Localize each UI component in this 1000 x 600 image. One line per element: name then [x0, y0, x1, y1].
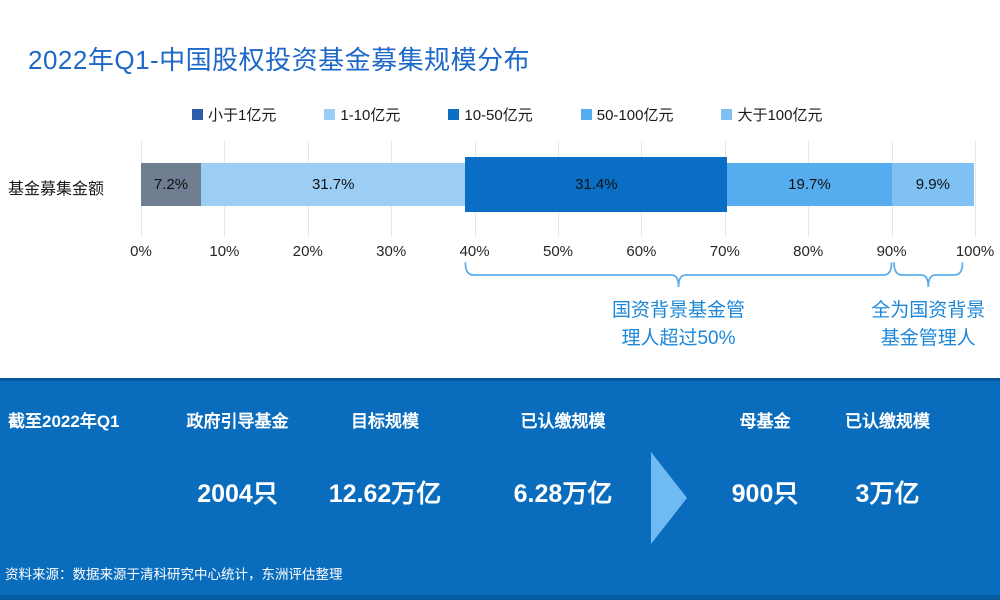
chart-legend: 小于1亿元 1-10亿元 10-50亿元 50-100亿元 大于100亿元 — [192, 104, 823, 125]
legend-label: 10-50亿元 — [464, 107, 533, 124]
x-tick-label: 70% — [709, 243, 740, 260]
legend-item: 50-100亿元 — [580, 104, 674, 125]
x-tick-label: 90% — [876, 243, 907, 260]
x-tick-label: 10% — [209, 243, 240, 260]
stat-header: 政府引导基金 — [186, 412, 289, 431]
x-tick-label: 30% — [376, 243, 407, 260]
stat-value: 2004只 — [197, 480, 278, 508]
x-tick-label: 100% — [955, 243, 995, 260]
legend-label: 50-100亿元 — [596, 107, 674, 124]
stat-header: 已认缴规模 — [520, 412, 606, 431]
legend-item: 小于1亿元 — [192, 104, 276, 125]
brace-icon — [464, 262, 893, 288]
stat-column: 母基金 900只 — [680, 407, 850, 508]
gridline — [975, 141, 976, 237]
legend-swatch-icon — [721, 109, 733, 120]
stat-header: 目标规模 — [351, 412, 419, 431]
x-tick-label: 60% — [626, 243, 657, 260]
legend-swatch-icon — [580, 109, 592, 120]
stats-band: 截至2022年Q1 政府引导基金 2004只 目标规模 12.62万亿 已认缴规模 6.2… — [0, 378, 1000, 600]
stat-value: 3万亿 — [855, 480, 920, 508]
brace-annotation-text: 国资背景基金管 理人超过50% — [611, 300, 745, 349]
legend-item: 大于100亿元 — [721, 104, 823, 125]
stat-value: 6.28万亿 — [513, 480, 613, 508]
bar-segment: 31.7% — [201, 163, 466, 206]
bar-segment: 19.7% — [727, 163, 892, 206]
bar-segment: 7.2% — [141, 163, 202, 206]
legend-item: 10-50亿元 — [448, 104, 533, 125]
legend-label: 大于100亿元 — [737, 107, 823, 124]
x-tick-label: 40% — [459, 243, 490, 260]
stat-value: 900只 — [731, 480, 799, 508]
right-arrow-icon — [651, 452, 687, 544]
x-tick-label: 50% — [542, 243, 574, 260]
x-axis-tick-labels: 0% 10% 20% 30% 40% 50% 60% 70% 80% 90% 100% — [130, 243, 994, 263]
legend-swatch-icon — [448, 109, 460, 120]
stat-value: 12.62万亿 — [328, 480, 442, 508]
source-footnote: 资料来源：数据来源于清科研究中心统计，东洲评估整理 — [5, 567, 343, 582]
x-tick-label: 80% — [793, 243, 824, 260]
legend-swatch-icon — [324, 109, 336, 120]
stat-header: 母基金 — [739, 412, 791, 431]
stat-column: 目标规模 12.62万亿 — [300, 407, 470, 508]
category-axis-label: 基金募集金额 — [8, 181, 105, 198]
brace-annotation-text: 全为国资背景 基金管理人 — [871, 300, 986, 349]
stacked-bar: 7.2% 31.7% 31.4% 19.7% 9.9% — [141, 157, 975, 212]
stat-header: 已认缴规模 — [845, 412, 930, 431]
legend-swatch-icon — [192, 109, 203, 120]
x-tick-label: 20% — [292, 243, 323, 260]
bar-segment: 31.4% — [465, 157, 728, 212]
stat-column: 政府引导基金 2004只 — [155, 407, 320, 508]
page-title: 2022年Q1-中国股权投资基金募集规模分布 — [28, 45, 531, 75]
brace-annotations — [464, 262, 964, 288]
legend-item: 1-10亿元 — [324, 104, 400, 125]
bar-segment: 9.9% — [891, 163, 975, 206]
brace-icon — [893, 262, 964, 288]
stat-column: 已认缴规模 6.28万亿 — [468, 407, 658, 508]
stat-column: 已认缴规模 3万亿 — [800, 407, 975, 508]
as-of-label: 截至2022年Q1 — [8, 412, 120, 431]
legend-label: 小于1亿元 — [208, 107, 277, 124]
x-tick-label: 0% — [130, 243, 152, 260]
legend-label: 1-10亿元 — [340, 107, 401, 124]
